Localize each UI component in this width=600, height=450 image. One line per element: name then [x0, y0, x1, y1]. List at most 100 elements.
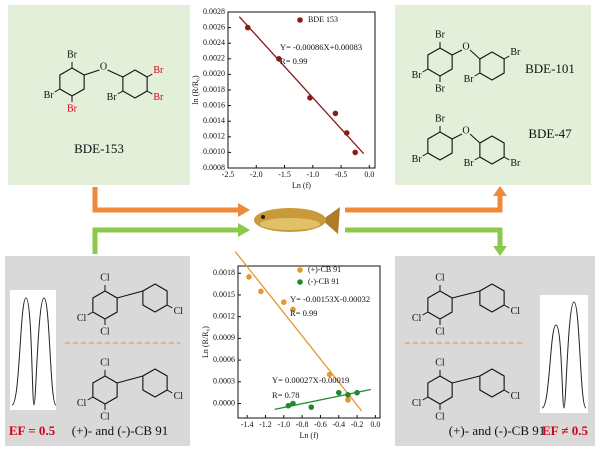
- atom-label: O: [462, 125, 469, 136]
- plot-frame: [227, 11, 376, 169]
- bond: [54, 88, 61, 93]
- y-tick-label: 0.0000: [213, 398, 235, 407]
- point: [307, 95, 313, 101]
- atom-label: Cl: [435, 411, 445, 422]
- arrowhead: [493, 186, 507, 196]
- legend-label: (+)-CB 91: [308, 265, 341, 274]
- x-tick-label: -1.0: [277, 420, 290, 429]
- legend-marker: [297, 279, 303, 285]
- y-axis-title: ln (R/R₀): [191, 75, 200, 105]
- legend-label: (-)-CB 91: [308, 277, 339, 286]
- atom-label: Br: [153, 92, 164, 103]
- bond: [107, 69, 124, 78]
- x-tick-label: -0.5: [335, 170, 348, 179]
- x-axis-title: Ln (f): [300, 431, 319, 440]
- point: [276, 56, 282, 62]
- x-tick-label: 0.0: [370, 420, 380, 429]
- x-tick-label: -1.2: [259, 420, 272, 429]
- y-tick-label: 0.0014: [203, 116, 225, 125]
- molecule-name: (+)- and (-)-CB 91: [449, 423, 546, 438]
- bond: [503, 389, 510, 394]
- atom-label: Cl: [77, 398, 87, 409]
- bond: [452, 290, 480, 299]
- x-tick-label: 0.0: [364, 170, 374, 179]
- atom-label: Cl: [511, 391, 521, 402]
- point: [354, 389, 360, 396]
- bond: [116, 290, 144, 299]
- arrowhead: [238, 203, 250, 217]
- bond: [451, 49, 463, 56]
- atom-label: Cl: [100, 326, 110, 337]
- point: [335, 389, 342, 396]
- y-tick-label: 0.0008: [203, 163, 225, 172]
- atom-label: Br: [44, 90, 55, 101]
- atom-label: Cl: [174, 391, 184, 402]
- legend-marker: [297, 267, 303, 273]
- y-tick-label: 0.0010: [203, 147, 225, 156]
- atom-label: Cl: [100, 272, 110, 283]
- atom-label: O: [100, 61, 107, 72]
- y-tick-label: 0.0024: [203, 38, 225, 47]
- x-tick-label: -1.4: [241, 420, 254, 429]
- atom-label: Br: [67, 49, 78, 60]
- point: [345, 397, 351, 403]
- bond: [451, 133, 463, 140]
- y-tick-label: 0.0015: [213, 290, 235, 299]
- arrows: [92, 187, 503, 254]
- legend-label: BDE 153: [308, 15, 338, 24]
- point: [290, 306, 296, 313]
- legend-marker: [297, 17, 303, 23]
- atom-label: Br: [435, 29, 446, 40]
- atom-label: Cl: [511, 306, 521, 317]
- bond: [452, 375, 480, 384]
- atom-label: Br: [67, 103, 78, 114]
- x-tick-label: -0.4: [332, 420, 345, 429]
- bond: [166, 389, 173, 394]
- point: [345, 392, 351, 398]
- atom-label: Cl: [412, 398, 422, 409]
- atom-label: Cl: [412, 313, 422, 324]
- arrowhead: [238, 223, 250, 237]
- atom-label: Br: [412, 154, 423, 165]
- atom-label: Br: [435, 113, 446, 124]
- bond: [422, 152, 429, 157]
- bond: [474, 72, 481, 77]
- point: [308, 404, 315, 410]
- bond: [422, 396, 429, 401]
- point: [258, 288, 264, 295]
- atom-label: Cl: [100, 357, 110, 368]
- point: [285, 402, 292, 409]
- atom-label: Br: [510, 158, 521, 169]
- plot-frame: [237, 265, 381, 419]
- x-axis-title: Ln (f): [292, 181, 311, 190]
- y-tick-label: 0.0009: [213, 333, 235, 342]
- y-tick-label: 0.0018: [203, 85, 225, 94]
- bond: [117, 90, 124, 95]
- atom-label: Br: [412, 70, 423, 81]
- y-tick-label: 0.0006: [213, 355, 235, 364]
- panel-bde153: [8, 5, 190, 185]
- annotation: Y= -0.00153X-0.00032: [290, 294, 370, 304]
- y-tick-label: 0.0003: [213, 377, 235, 386]
- bond: [469, 133, 481, 144]
- x-tick-label: -2.5: [222, 170, 235, 179]
- point: [326, 371, 333, 378]
- y-tick-label: 0.0018: [213, 268, 235, 277]
- y-axis-title: Ln (R/R₀): [201, 326, 210, 358]
- point: [343, 130, 350, 136]
- bond: [469, 49, 481, 60]
- bond: [83, 69, 100, 76]
- atom-label: Cl: [174, 306, 184, 317]
- bond: [474, 156, 481, 161]
- arrowhead: [493, 246, 507, 256]
- chromatogram-right: [540, 295, 588, 413]
- y-tick-label: 0.0028: [203, 7, 225, 16]
- x-tick-label: -2.0: [250, 170, 263, 179]
- point: [246, 274, 252, 280]
- atom-label: Br: [464, 158, 475, 169]
- molecule-name: (+)- and (-)-CB 91: [72, 423, 169, 438]
- point: [244, 24, 251, 31]
- molecule-name: BDE-153: [74, 141, 124, 156]
- ef-label: EF = 0.5: [9, 423, 56, 438]
- y-tick-label: 0.0016: [203, 100, 225, 109]
